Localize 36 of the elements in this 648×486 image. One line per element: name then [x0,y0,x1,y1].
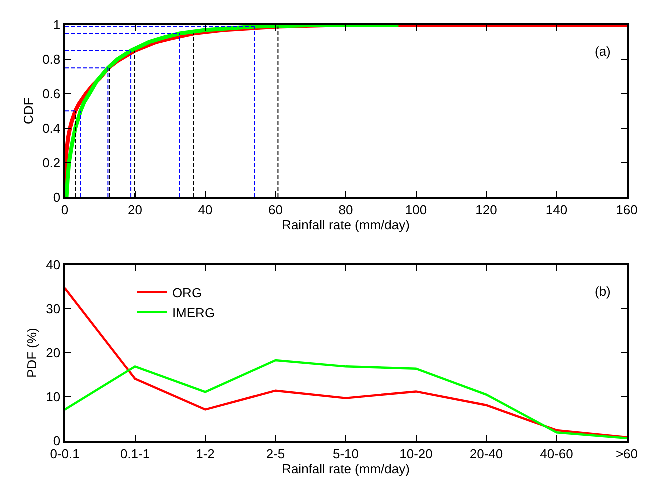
y-tick-label: 1 [53,18,61,33]
x-tick-label: 160 [616,202,638,218]
y-tick-label: 0.4 [42,120,61,136]
x-tick-label: 100 [405,202,428,218]
legend-label: ORG [172,285,202,300]
x-axis-title: Rainfall rate (mm/day) [282,218,410,233]
x-tick-label: 60 [268,202,283,218]
x-tick-label: 0.1-1 [120,446,150,462]
x-tick-label: 0-0.1 [50,446,80,462]
y-tick-label: 0.8 [42,52,61,68]
y-tick-label: 0.6 [42,86,61,102]
x-tick-label: 2-5 [266,446,286,462]
y-tick-label: 20 [46,346,61,361]
x-tick-label: 120 [476,202,498,218]
x-tick-label: 20-40 [470,446,504,462]
x-tick-label: 1-2 [196,446,215,462]
x-tick-label: 140 [546,202,568,218]
y-tick-label: 0 [53,434,61,449]
x-tick-label: 5-10 [332,446,360,462]
y-tick-label: 0 [53,190,61,205]
x-tick-label: 80 [338,202,354,218]
legend-label: IMERG [172,305,216,320]
y-axis-title: PDF (%) [24,328,40,378]
annotation: (a) [595,44,611,59]
x-tick-label: 20 [128,202,142,218]
x-tick-label: 40-60 [540,446,574,462]
x-tick-label: 40 [198,202,213,218]
annotation: (b) [595,284,611,299]
x-axis-title: Rainfall rate (mm/day) [282,461,410,476]
y-tick-label: 40 [46,258,61,273]
y-tick-label: 10 [46,390,61,405]
y-tick-label: 0.2 [42,155,61,170]
x-tick-label: 10-20 [400,446,433,462]
y-axis-title: CDF [21,98,36,124]
x-tick-label: >60 [616,446,638,462]
y-tick-label: 30 [46,302,61,317]
